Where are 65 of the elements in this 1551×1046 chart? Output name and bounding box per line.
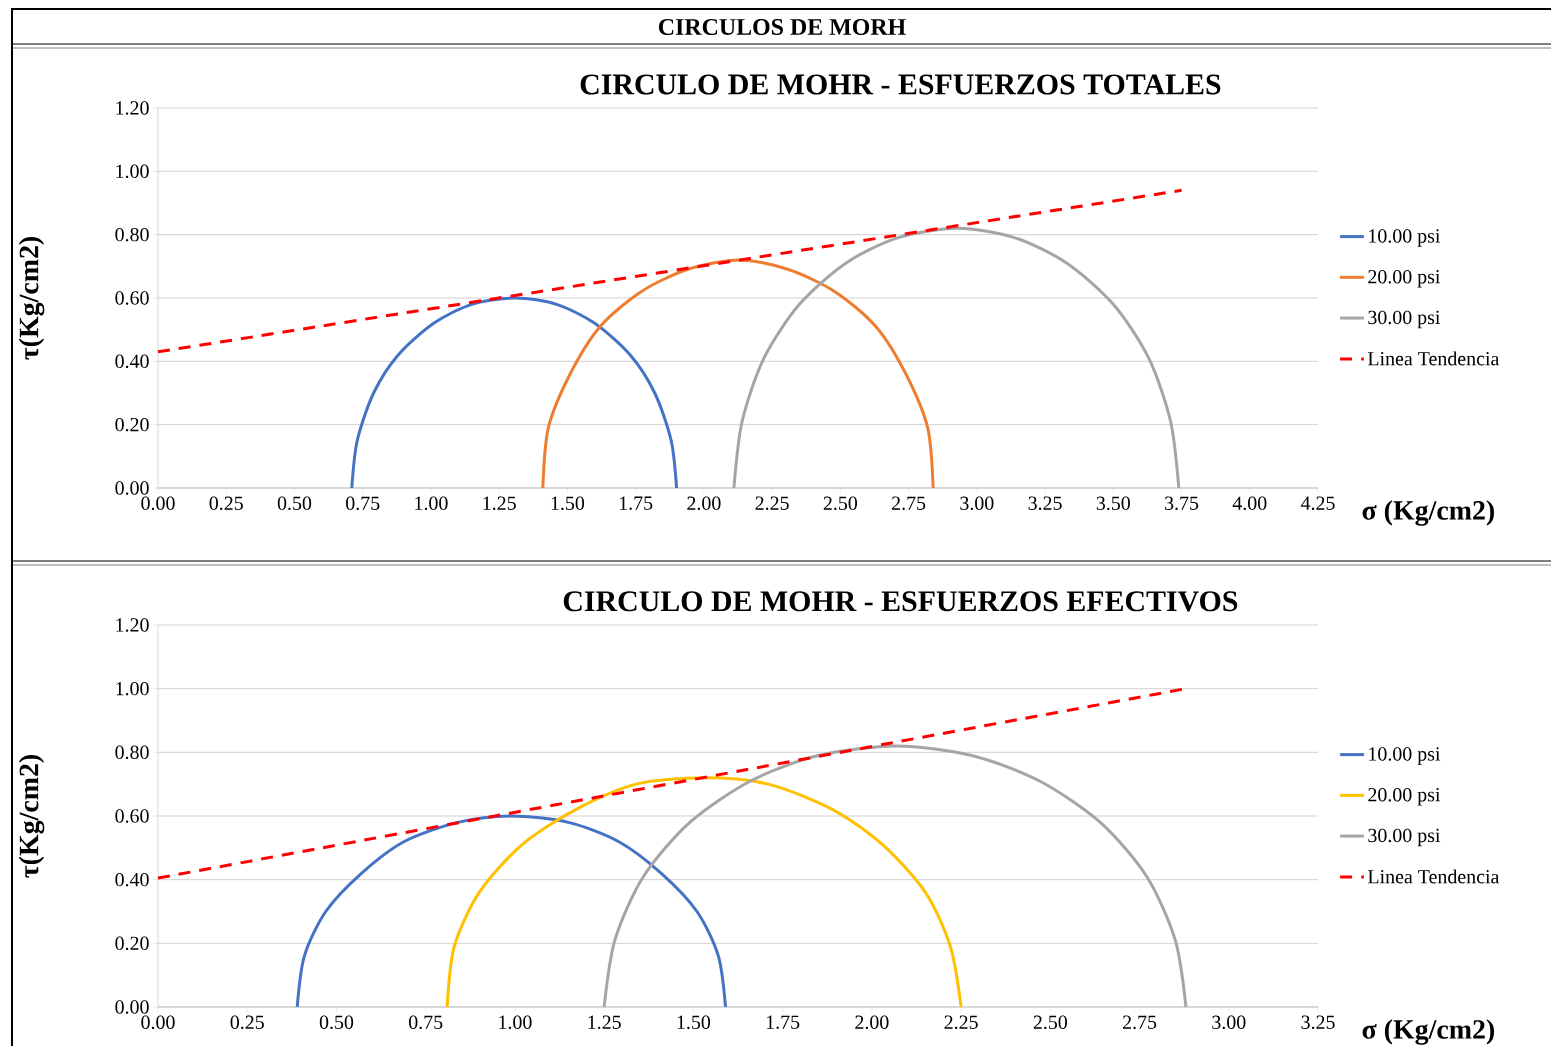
chart-title: CIRCULO DE MOHR - ESFUERZOS TOTALES bbox=[580, 74, 1221, 95]
x-tick-label: 0.75 bbox=[346, 496, 380, 511]
y-axis-title: τ(Kg/cm2) bbox=[18, 755, 45, 878]
y-tick-label: 0.40 bbox=[115, 872, 149, 887]
legend-label: Linea Tendencia bbox=[1367, 351, 1500, 366]
x-tick-label: 2.25 bbox=[944, 1015, 978, 1029]
y-tick-label: 0.80 bbox=[115, 227, 149, 242]
x-tick-label: 3.25 bbox=[1301, 1015, 1335, 1029]
x-axis-title: σ (Kg/cm2) bbox=[1362, 1019, 1495, 1045]
x-tick-label: 2.50 bbox=[1033, 1015, 1068, 1030]
x-tick-label: 2.00 bbox=[855, 1015, 889, 1030]
x-tick-label: 0.75 bbox=[409, 1015, 443, 1030]
legend-label: Linea Tendencia bbox=[1368, 869, 1500, 884]
x-tick-label: 2.00 bbox=[687, 496, 721, 511]
chart-title: CIRCULO DE MOHR - ESFUERZOS EFECTIVOS bbox=[563, 591, 1238, 612]
x-tick-label: 1.75 bbox=[766, 1015, 800, 1029]
x-tick-label: 1.50 bbox=[677, 1015, 711, 1030]
line-series bbox=[541, 258, 935, 490]
x-tick-label: 3.00 bbox=[960, 496, 994, 511]
x-tick-label: 4.00 bbox=[1232, 496, 1267, 511]
line-series bbox=[350, 296, 679, 490]
x-tick-label: 2.50 bbox=[823, 496, 858, 511]
legend-label: 20.00 psi bbox=[1368, 787, 1441, 806]
y-tick-label: 0.80 bbox=[115, 745, 149, 760]
x-tick-label: 0.00 bbox=[141, 1015, 175, 1030]
x-tick-label: 0.50 bbox=[277, 496, 312, 511]
x-tick-label: 1.75 bbox=[619, 496, 653, 510]
y-tick-label: 1.00 bbox=[116, 164, 149, 179]
y-tick-label: 1.00 bbox=[116, 681, 149, 696]
legend-label: 20.00 psi bbox=[1368, 269, 1441, 288]
legend-label: 30.00 psi bbox=[1368, 310, 1441, 329]
line-series bbox=[295, 814, 728, 1009]
x-tick-label: 3.75 bbox=[1165, 496, 1199, 510]
y-tick-label: 0.20 bbox=[115, 417, 149, 432]
x-tick-label: 0.25 bbox=[209, 496, 243, 511]
y-tick-label: 0.40 bbox=[115, 354, 149, 369]
y-tick-label: 0.20 bbox=[115, 936, 149, 951]
x-axis-title: σ (Kg/cm2) bbox=[1362, 500, 1494, 526]
x-tick-label: 0.00 bbox=[141, 496, 175, 511]
x-tick-label: 1.50 bbox=[551, 496, 585, 511]
x-tick-label: 1.00 bbox=[415, 496, 448, 511]
y-tick-label: 0.60 bbox=[115, 809, 149, 823]
x-tick-label: 1.25 bbox=[483, 496, 516, 510]
y-tick-label: 1.20 bbox=[116, 101, 149, 115]
legend-label: 30.00 psi bbox=[1368, 828, 1441, 847]
x-tick-label: 0.25 bbox=[230, 1015, 264, 1030]
legend-label: 10.00 psi bbox=[1369, 229, 1441, 247]
y-tick-label: 1.20 bbox=[116, 618, 149, 632]
y-axis-title: τ(Kg/cm2) bbox=[18, 237, 45, 360]
x-tick-label: 4.25 bbox=[1300, 496, 1335, 510]
x-tick-label: 3.50 bbox=[1096, 496, 1130, 511]
x-tick-label: 0.50 bbox=[319, 1015, 354, 1030]
y-tick-label: 0.00 bbox=[115, 1000, 149, 1014]
text: CIRCULOS DE MORH bbox=[658, 18, 906, 36]
x-tick-label: 3.00 bbox=[1212, 1015, 1246, 1030]
y-tick-label: 0.00 bbox=[115, 481, 149, 495]
x-tick-label: 1.25 bbox=[588, 1015, 621, 1029]
x-tick-label: 2.75 bbox=[892, 496, 926, 510]
x-tick-label: 2.75 bbox=[1123, 1015, 1157, 1029]
x-tick-label: 2.25 bbox=[755, 496, 789, 510]
line-series bbox=[445, 776, 963, 1009]
y-tick-label: 0.60 bbox=[115, 291, 149, 305]
x-tick-label: 1.00 bbox=[499, 1015, 532, 1030]
legend-label: 10.00 psi bbox=[1369, 747, 1441, 765]
x-tick-label: 3.25 bbox=[1028, 496, 1062, 510]
